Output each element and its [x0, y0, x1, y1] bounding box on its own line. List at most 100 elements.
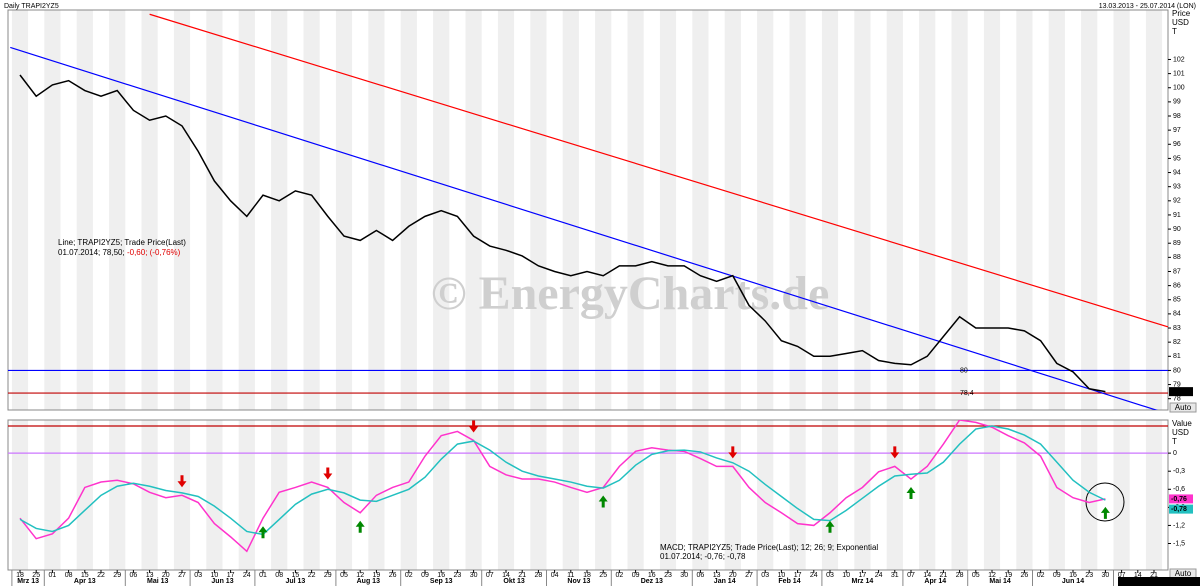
- x-tick-label: 05: [972, 572, 980, 579]
- level-label: 80: [960, 367, 968, 374]
- week-stripe: [400, 10, 417, 410]
- signal-arrow: [890, 446, 900, 459]
- y-tick-label: 89: [1173, 240, 1181, 247]
- week-stripe: [1048, 10, 1065, 410]
- week-stripe: [206, 10, 223, 410]
- week-stripe: [271, 10, 288, 410]
- last-value-badge: [1169, 494, 1193, 504]
- x-tick-label: 02: [1037, 572, 1045, 579]
- x-tick-label: 17: [859, 572, 867, 579]
- legend-change: -0,60; (-0,76%): [127, 248, 181, 257]
- signal-arrow: [177, 475, 187, 488]
- signal-arrow: [728, 446, 738, 459]
- x-tick-label: 26: [1021, 572, 1029, 579]
- x-tick-label: 16: [1069, 572, 1077, 579]
- week-stripe: [11, 10, 29, 410]
- week-stripe: [983, 420, 1001, 570]
- x-tick-label: 07: [907, 572, 915, 579]
- x-tick-label: 26: [389, 572, 397, 579]
- week-stripe: [530, 420, 547, 570]
- y-tick-label: 94: [1173, 169, 1181, 176]
- signal-arrow: [469, 420, 479, 433]
- week-stripe: [724, 420, 741, 570]
- week-stripe: [983, 10, 1001, 410]
- macd-legend: MACD; TRAPI2YZ5; Trade Price(Last); 12; …: [660, 543, 878, 552]
- last-value-label: -0,76: [1171, 496, 1187, 503]
- week-stripe: [886, 10, 903, 410]
- month-label: Jun 14: [1062, 578, 1084, 585]
- panel-frame: [7, 419, 1169, 571]
- week-stripe: [659, 420, 677, 570]
- week-stripe: [76, 420, 93, 570]
- week-stripe: [1081, 10, 1098, 410]
- y-tick-label: 84: [1173, 311, 1181, 318]
- week-stripe: [173, 10, 191, 410]
- plot-area: 0,45: [8, 420, 1168, 553]
- week-stripe: [1145, 10, 1163, 410]
- x-tick-label: 30: [1102, 572, 1110, 579]
- legend-values: 01.07.2014; 78,50; -0,60; (-0,76%): [58, 248, 181, 257]
- y-tick-label: 80: [1173, 367, 1181, 374]
- signal-arrow: [825, 520, 835, 533]
- week-stripe: [206, 420, 223, 570]
- series-line: [19, 420, 1106, 553]
- plot-area: 80 78,4: [8, 13, 1168, 410]
- x-tick-label: 21: [518, 572, 526, 579]
- x-tick-label: 06: [130, 572, 138, 579]
- month-label: Mrz 13: [17, 578, 39, 585]
- week-stripe: [109, 420, 126, 570]
- y-tick-label: -1,2: [1173, 522, 1185, 529]
- week-stripe: [562, 10, 579, 410]
- x-tick-label: 02: [616, 572, 624, 579]
- axis-label: Price: [1172, 9, 1191, 18]
- week-stripe: [659, 10, 677, 410]
- timestamp-bg: [1118, 577, 1200, 586]
- x-tick-label: 13: [146, 572, 154, 579]
- y-tick-label: -0,6: [1173, 486, 1185, 493]
- date-range: 13.03.2013 - 25.07.2014 (LON): [1099, 3, 1196, 10]
- week-stripe: [303, 10, 320, 410]
- month-label: Nov 13: [567, 578, 590, 585]
- week-stripe: [141, 420, 158, 570]
- y-tick-label: 83: [1173, 325, 1181, 332]
- x-tick-label: 12: [356, 572, 364, 579]
- x-tick-label: 19: [373, 572, 381, 579]
- x-tick-label: 15: [81, 572, 89, 579]
- week-stripe: [1113, 10, 1130, 410]
- last-value-badge: [1169, 504, 1193, 514]
- y-tick-label: 81: [1173, 353, 1181, 360]
- y-tick-label: 90: [1173, 226, 1181, 233]
- week-stripe: [76, 10, 93, 410]
- y-tick-label: 98: [1173, 113, 1181, 120]
- x-tick-label: 22: [97, 572, 105, 579]
- x-tick-label: 24: [875, 572, 883, 579]
- x-tick-label: 30: [680, 572, 688, 579]
- week-stripe: [919, 420, 936, 570]
- auto-label[interactable]: Auto: [1175, 569, 1192, 578]
- y-tick-label: 79: [1173, 381, 1181, 388]
- y-tick-label: 78: [1173, 396, 1181, 403]
- month-label: Apr 14: [924, 578, 946, 585]
- week-stripe: [1081, 420, 1098, 570]
- last-value-badge: [1169, 387, 1193, 397]
- month-label: Jan 14: [714, 578, 736, 585]
- y-tick-label: 97: [1173, 127, 1181, 134]
- signal-arrow: [598, 495, 608, 508]
- week-stripe: [141, 10, 158, 410]
- week-stripe: [562, 420, 579, 570]
- x-tick-label: 08: [275, 572, 283, 579]
- x-tick-label: 01: [49, 572, 57, 579]
- x-tick-label: 31: [891, 572, 899, 579]
- y-tick-label: 93: [1173, 184, 1181, 191]
- axis-label: USD: [1172, 18, 1189, 27]
- y-tick-label: 92: [1173, 198, 1181, 205]
- x-tick-label: 29: [324, 572, 332, 579]
- auto-label[interactable]: Auto: [1175, 403, 1192, 412]
- week-stripe: [951, 420, 968, 570]
- week-stripe: [1016, 420, 1033, 570]
- series-line: [19, 74, 1106, 393]
- x-tick-label: 10: [778, 572, 786, 579]
- week-stripe: [335, 10, 353, 410]
- auto-button[interactable]: [1169, 402, 1197, 413]
- week-stripe: [109, 10, 126, 410]
